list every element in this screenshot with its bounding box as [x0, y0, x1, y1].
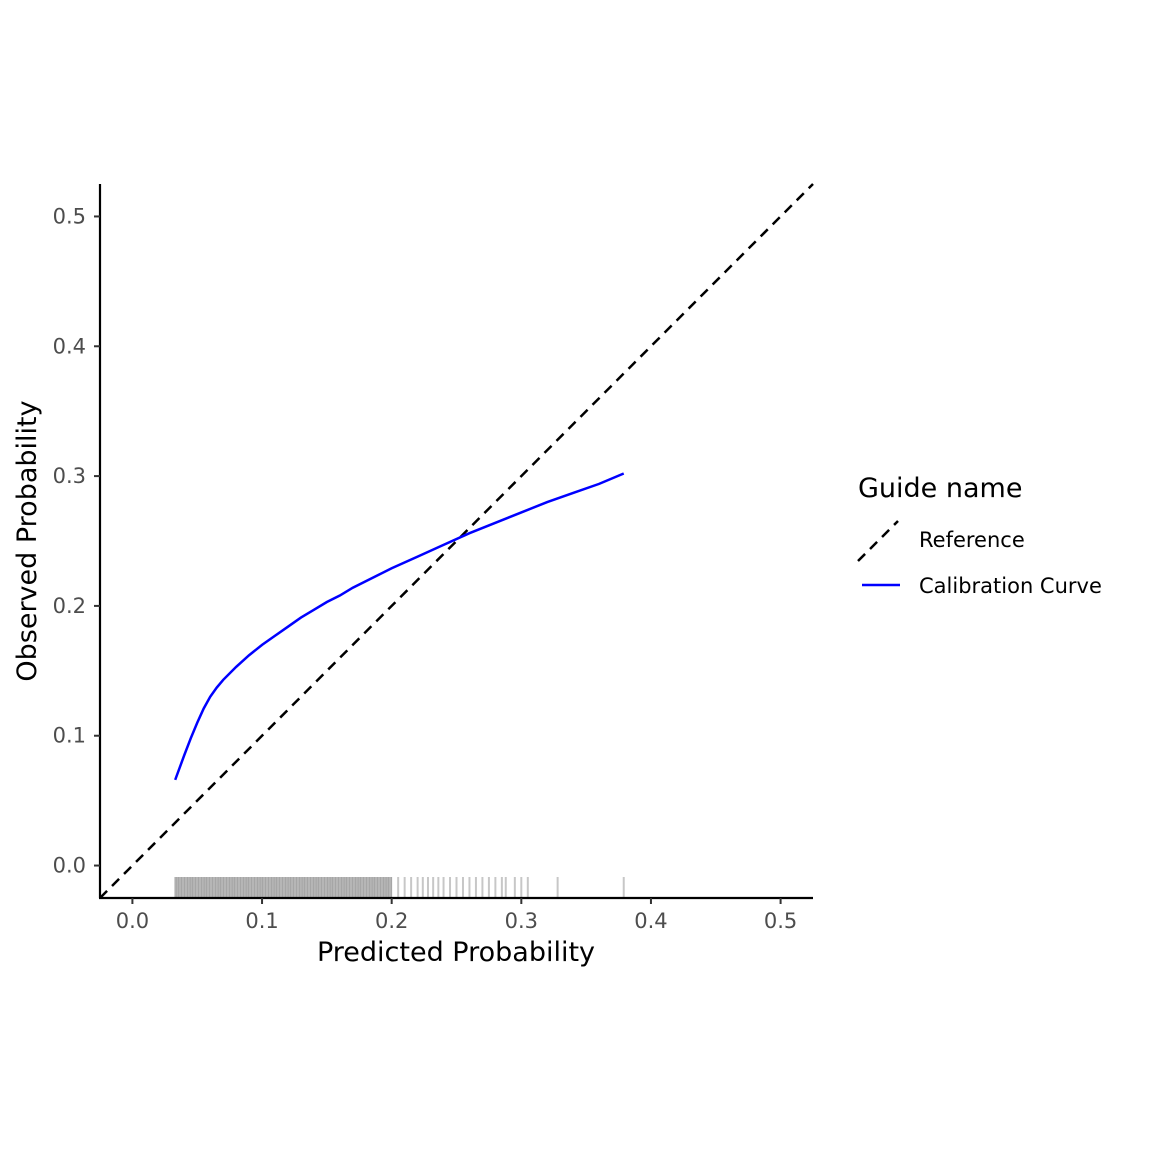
legend-key-reference: [857, 520, 899, 562]
legend-label-reference: Reference: [919, 528, 1025, 552]
y-axis-title: Observed Probability: [12, 400, 43, 681]
axes: [98, 184, 813, 900]
y-tick-label: 0.4: [53, 334, 86, 358]
x-axis-title: Predicted Probability: [317, 937, 595, 968]
calibration-curve-line: [174, 472, 625, 781]
x-tick-label: 0.5: [764, 909, 797, 933]
x-tick-label: 0.4: [634, 909, 667, 933]
x-tick-label: 0.2: [375, 909, 408, 933]
y-tick-label: 0.1: [53, 724, 86, 748]
y-tick-label: 0.5: [53, 204, 86, 228]
y-tick-label: 0.3: [53, 464, 86, 488]
reference-line: [99, 183, 814, 899]
x-tick-label: 0.0: [116, 909, 149, 933]
tick-group: 0.0 0.0 0.1 0.1 0.2 0.2 0.3 0.3 0.4 0.4 0.5 0.5: [53, 204, 798, 933]
x-tick-label: 0.1: [245, 909, 278, 933]
x-tick-label: 0.3: [505, 909, 538, 933]
plot-area: [99, 183, 814, 899]
legend: Guide name Reference Calibration Curve: [857, 473, 1102, 598]
y-tick-label: 0.0: [53, 854, 86, 878]
legend-title: Guide name: [858, 473, 1022, 504]
rug-marks: [174, 877, 625, 897]
y-tick-label: 0.2: [53, 594, 86, 618]
legend-label-calibration-curve: Calibration Curve: [919, 574, 1102, 598]
